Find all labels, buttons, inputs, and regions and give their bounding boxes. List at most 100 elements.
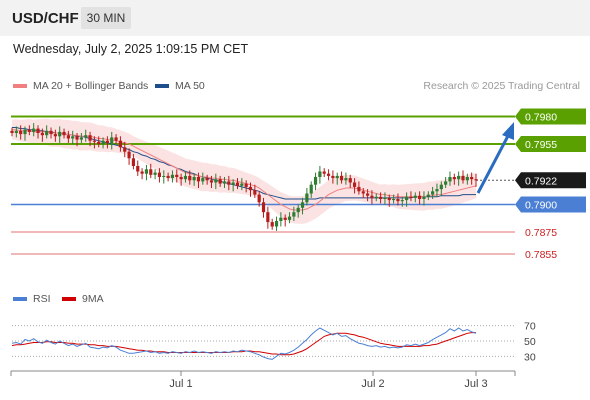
candle-body — [92, 140, 96, 142]
candle-body — [448, 177, 452, 182]
candle-body — [465, 177, 469, 181]
candle-body — [296, 207, 300, 213]
candle-body — [183, 175, 188, 180]
candle-body — [144, 169, 149, 174]
price-label-07955: 0.7955 — [525, 139, 557, 151]
legend-rsi-ma: 9MA — [62, 293, 104, 305]
candle-body — [149, 169, 153, 175]
candle-body — [305, 193, 309, 203]
candle-body — [105, 140, 110, 143]
rsi-level-70: 70 — [524, 321, 536, 333]
candle-body — [431, 191, 435, 195]
candle-body — [58, 131, 62, 137]
candle-body — [114, 137, 118, 141]
rsi-ma-line — [11, 332, 476, 356]
candle-body — [470, 177, 474, 180]
candle-body — [439, 184, 443, 190]
rsi-swatch — [13, 297, 27, 301]
candle-body — [331, 175, 335, 179]
candle-body — [383, 197, 387, 199]
legend-rsi: RSI — [13, 293, 51, 305]
candle-body — [248, 186, 253, 191]
candle-body — [75, 136, 79, 140]
candle-body — [19, 130, 23, 135]
rsi-level-30: 30 — [524, 351, 536, 363]
candle-body — [266, 212, 270, 223]
candle-body — [101, 140, 105, 144]
candle-body — [79, 137, 83, 140]
candle-body — [162, 175, 166, 177]
legend-rsi-ma-label: 9MA — [82, 293, 104, 305]
candle-body — [457, 175, 461, 180]
candle-body — [461, 175, 465, 181]
forecast-arrow-line — [476, 133, 511, 194]
legend-ma20: MA 20 + Bollinger Bands — [13, 80, 148, 92]
candle-body — [357, 186, 361, 192]
candle-body — [270, 222, 274, 227]
candle-body — [10, 130, 14, 133]
candle-body — [66, 135, 70, 139]
candle-body — [40, 133, 44, 136]
legend-ma50: MA 50 — [155, 80, 205, 92]
candle-body — [136, 166, 140, 172]
candle-body — [426, 194, 430, 197]
candle-body — [231, 182, 235, 185]
legend-ma20-label: MA 20 + Bollinger Bands — [33, 80, 149, 92]
x-axis-label: Jul 1 — [169, 378, 192, 390]
timeframe-badge[interactable]: 30 MIN — [81, 7, 131, 29]
candle-body — [348, 178, 352, 183]
candle-body — [257, 194, 261, 203]
price-label-box — [515, 136, 586, 152]
price-label-07980: 0.7980 — [525, 112, 557, 124]
candle-body — [313, 177, 318, 185]
candle-body — [179, 177, 183, 180]
candle-body — [209, 180, 214, 183]
legend-rsi-label: RSI — [33, 293, 51, 305]
price-label-box — [515, 108, 586, 125]
candle-body — [274, 221, 279, 227]
price-label-07900: 0.7900 — [525, 200, 557, 212]
legend-ma50-label: MA 50 — [175, 80, 205, 92]
candle-body — [14, 130, 18, 133]
candle-body — [127, 151, 131, 159]
candle-body — [452, 177, 456, 180]
x-axis-label: Jul 3 — [464, 378, 487, 390]
candle-body — [326, 173, 331, 176]
candle-body — [283, 217, 287, 220]
candle-body — [339, 175, 344, 181]
rsi-line — [11, 327, 477, 360]
candle-body — [387, 197, 391, 201]
candle-body — [166, 175, 170, 179]
candle-body — [244, 183, 248, 187]
candle-body — [335, 175, 339, 179]
candle-body — [157, 172, 162, 177]
copyright-text: Research © 2025 Trading Central — [423, 80, 580, 92]
candle-body — [201, 178, 205, 182]
candle-body — [131, 158, 136, 166]
forecast-arrow-head — [502, 122, 514, 140]
candle-body — [413, 195, 417, 198]
candle-body — [292, 212, 296, 217]
price-label-box — [515, 172, 586, 189]
candle-body — [214, 179, 218, 183]
candle-body — [322, 171, 326, 174]
candle-body — [344, 178, 348, 181]
rsi-level-50: 50 — [524, 336, 536, 348]
candle-body — [84, 135, 88, 138]
candle-body — [409, 196, 413, 198]
candle-body — [309, 184, 313, 194]
ma50-swatch — [155, 84, 169, 88]
candle-body — [474, 179, 478, 181]
candle-body — [188, 175, 192, 181]
candle-body — [405, 196, 409, 201]
candle-body — [253, 190, 257, 195]
candle-body — [153, 172, 157, 175]
price-label-07875: 0.7875 — [525, 227, 557, 239]
candle-body — [32, 128, 36, 132]
price-label-07922: 0.7922 — [525, 175, 557, 187]
candle-body — [352, 182, 357, 187]
candle-body — [53, 134, 57, 137]
candle-body — [365, 193, 370, 196]
candle-body — [45, 130, 49, 136]
